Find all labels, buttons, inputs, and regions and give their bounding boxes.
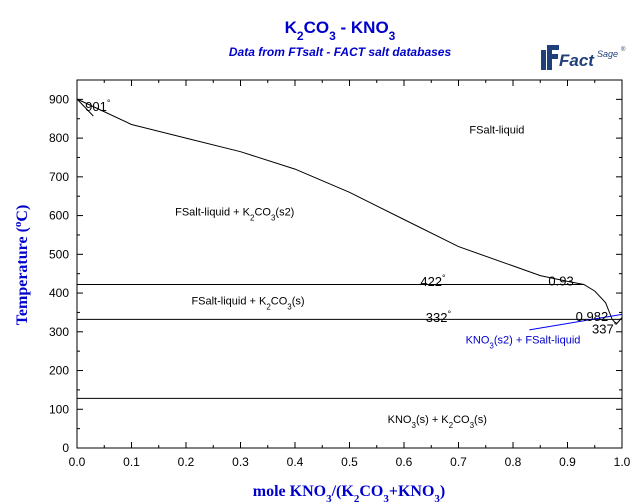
factsage-logo: Fact Sage ® <box>541 45 626 70</box>
y-axis-label: Temperature (oC) <box>12 205 31 326</box>
series-line <box>76 98 94 117</box>
y-tick-label: 500 <box>49 247 69 261</box>
x-tick-label: 0.1 <box>123 455 140 469</box>
y-tick-label: 800 <box>49 131 69 145</box>
value-annotation: 422° <box>420 273 446 289</box>
value-annotation: 901° <box>85 98 111 114</box>
phase-region-label: KNO3(s) + K2CO3(s) <box>388 414 487 430</box>
blue-phase-line <box>529 313 623 331</box>
x-tick-label: 0.8 <box>505 455 522 469</box>
y-tick-label: 100 <box>49 402 69 416</box>
value-annotation: 0.93 <box>548 273 573 288</box>
y-tick-label: 300 <box>49 325 69 339</box>
x-tick-label: 1.0 <box>614 455 631 469</box>
y-tick-label: 200 <box>49 364 69 378</box>
value-annotation: 332° <box>426 309 452 325</box>
series-line <box>76 98 623 325</box>
x-tick-label: 0.9 <box>559 455 576 469</box>
value-annotation: 337° <box>592 321 618 337</box>
x-tick-label: 0.2 <box>178 455 195 469</box>
y-tick-label: 900 <box>49 92 69 106</box>
factsage-logo-mark-symbol: ® <box>621 46 626 53</box>
value-annotation: 0.982 <box>576 309 609 324</box>
phase-region-label: FSalt-liquid + K2CO3(s) <box>191 296 304 312</box>
y-tick-label: 600 <box>49 209 69 223</box>
axes: 0.0 0.1 0.2 0.3 0.4 0.5 0.6 0.7 0.8 0.9 1.0 0 100 200… <box>49 79 631 469</box>
y-tick-label: 700 <box>49 170 69 184</box>
x-tick-label: 0.0 <box>69 455 86 469</box>
y-tick-label: 0 <box>62 441 69 455</box>
chart-title: K2CO3 - KNO3 <box>285 18 396 43</box>
x-tick-label: 0.4 <box>287 455 304 469</box>
x-tick-label: 0.7 <box>450 455 467 469</box>
x-tick-label: 0.5 <box>341 455 358 469</box>
plot-lines <box>76 98 623 399</box>
factsage-logo-mark <box>541 45 559 70</box>
phase-region-label: FSalt-liquid <box>469 124 524 136</box>
factsage-logo-text: Fact <box>559 51 595 70</box>
x-tick-label: 0.3 <box>232 455 249 469</box>
phase-region-label: FSalt-liquid + K2CO3(s2) <box>175 207 294 223</box>
x-axis-label: mole KNO3/(K2CO3+KNO3) <box>253 483 445 504</box>
factsage-logo-sup: Sage <box>597 49 618 59</box>
x-tick-label: 0.6 <box>396 455 413 469</box>
y-tick-label: 400 <box>49 286 69 300</box>
chart-subtitle: Data from FTsalt - FACT salt databases <box>229 45 452 59</box>
phase-region-label: KNO3(s2) + FSalt-liquid <box>466 334 581 350</box>
